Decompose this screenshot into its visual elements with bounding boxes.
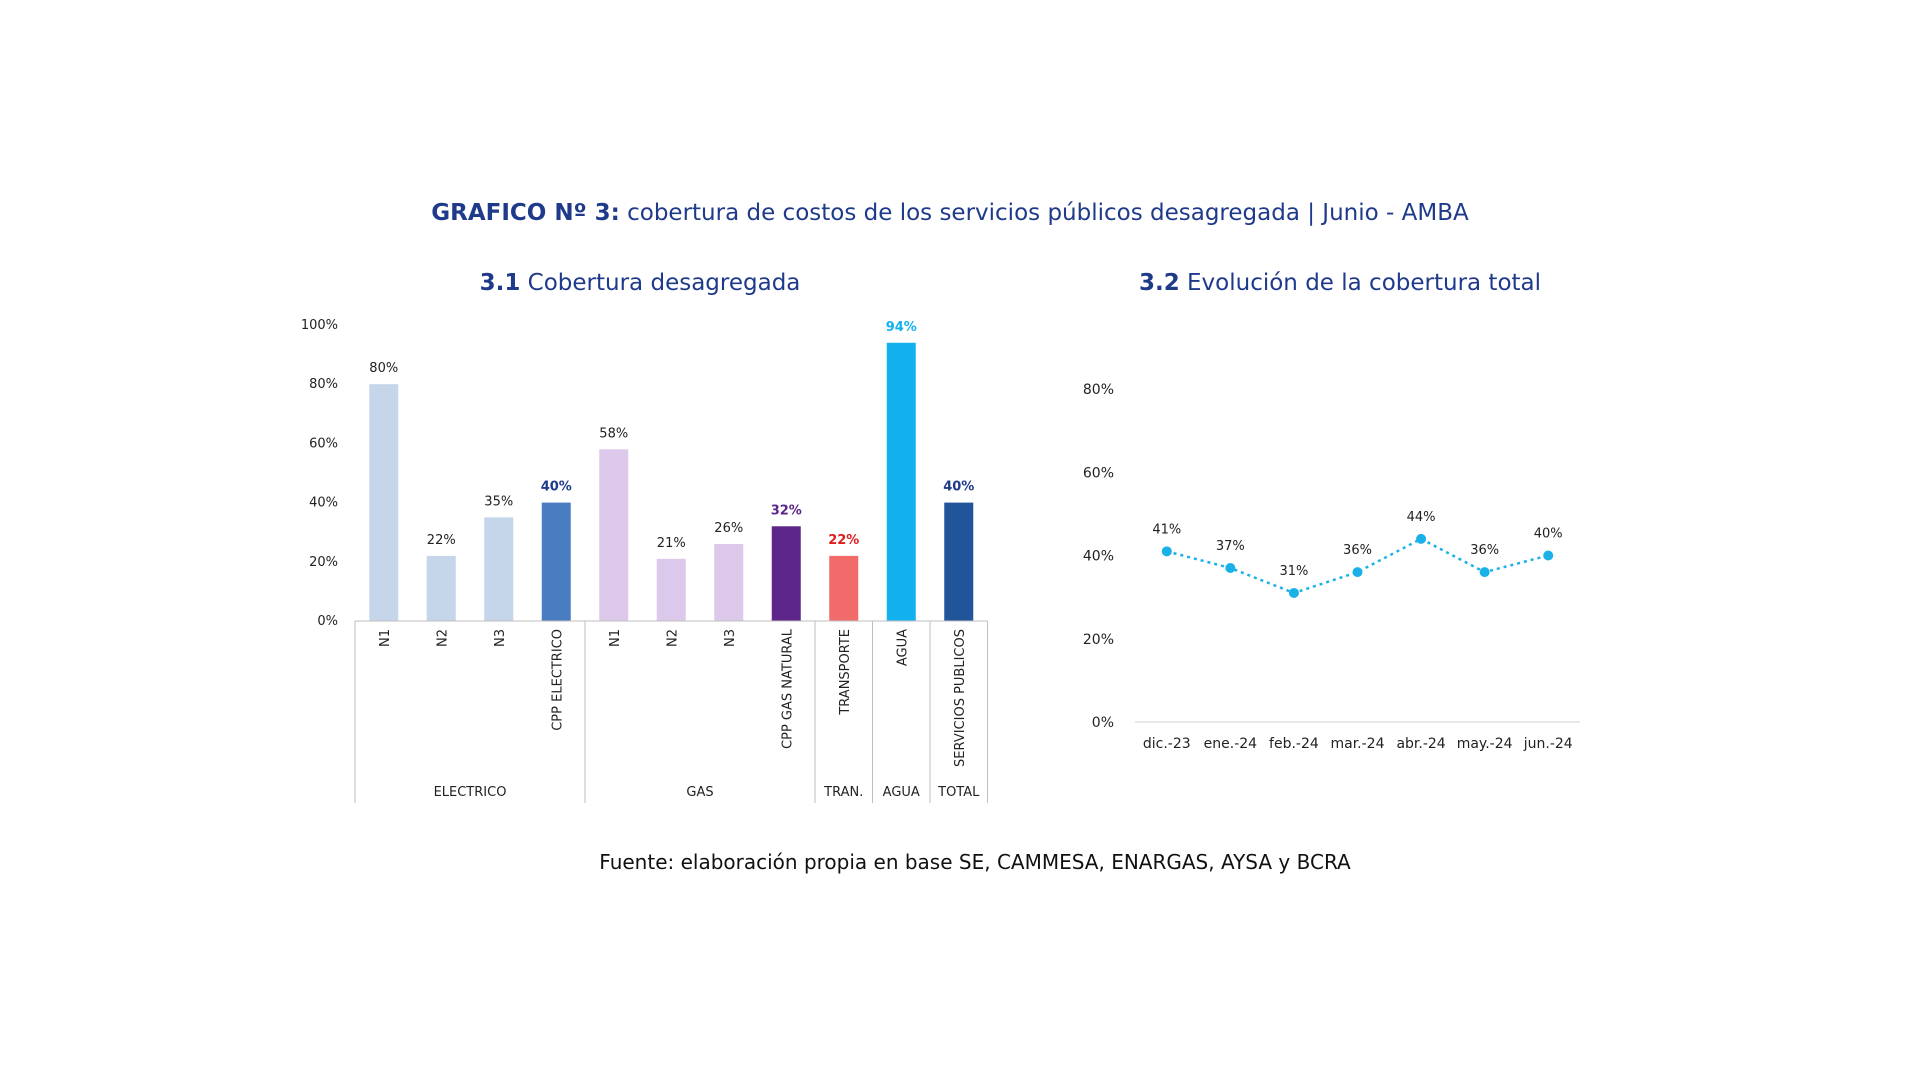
line-point <box>1543 550 1554 561</box>
line-value-label: 31% <box>1279 564 1308 579</box>
bar-chart-title-text: Cobertura desagregada <box>527 270 801 296</box>
bar-4 <box>541 502 571 621</box>
bar-group-label: GAS <box>686 785 713 800</box>
bar-6 <box>656 558 686 621</box>
bar-category-label: N1 <box>608 629 623 647</box>
main-title-text: cobertura de costos de los servicios púb… <box>619 200 1469 226</box>
line-value-label: 37% <box>1216 539 1245 554</box>
bar-3 <box>484 517 514 621</box>
bar-category-label: AGUA <box>895 629 910 666</box>
bar-y-tick-label: 40% <box>309 496 338 511</box>
bar-value-label: 32% <box>771 503 802 518</box>
bar-chart-title: 3.1 Cobertura desagregada <box>380 270 900 296</box>
bar-value-label: 22% <box>427 533 456 548</box>
line-point <box>1288 587 1299 598</box>
bar-8 <box>771 526 801 621</box>
chart-main-title: GRAFICO Nº 3: cobertura de costos de los… <box>0 200 1900 226</box>
bar-category-label: CPP GAS NATURAL <box>780 628 795 749</box>
bar-5 <box>599 449 629 621</box>
line-x-tick-label: mar.-24 <box>1330 736 1384 752</box>
line-chart-title-number: 3.2 <box>1138 270 1180 296</box>
line-y-tick-label: 80% <box>1083 382 1114 398</box>
bar-10 <box>886 342 916 621</box>
line-point <box>1352 567 1363 578</box>
bar-group-label: ELECTRICO <box>434 785 507 800</box>
main-title-number: GRAFICO Nº 3: <box>431 200 620 226</box>
bar-value-label: 40% <box>943 480 974 495</box>
bar-7 <box>714 544 744 621</box>
bar-chart-title-number: 3.1 <box>479 270 521 296</box>
bar-value-label: 26% <box>714 521 743 536</box>
bar-category-label: N3 <box>493 629 508 647</box>
bar-value-label: 40% <box>541 480 572 495</box>
bar-11 <box>944 502 974 621</box>
line-x-tick-label: dic.-23 <box>1143 736 1191 752</box>
source-note: Fuente: elaboración propia en base SE, C… <box>599 850 1351 874</box>
line-x-tick-label: may.-24 <box>1457 736 1513 752</box>
bar-y-tick-label: 0% <box>317 614 338 629</box>
bar-1 <box>369 384 399 621</box>
bar-group-label: TOTAL <box>937 785 980 800</box>
bar-value-label: 22% <box>828 533 859 548</box>
bar-value-label: 58% <box>599 426 628 441</box>
bar-9 <box>829 555 859 621</box>
bar-y-tick-label: 100% <box>301 318 338 333</box>
bar-y-tick-label: 20% <box>309 555 338 570</box>
bar-category-label: CPP ELECTRICO <box>550 629 565 731</box>
bar-y-tick-label: 80% <box>309 377 338 392</box>
bar-value-label: 21% <box>657 536 686 551</box>
line-point <box>1479 567 1490 578</box>
line-y-tick-label: 40% <box>1083 549 1114 565</box>
bar-value-label: 80% <box>369 361 398 376</box>
bar-category-label: N3 <box>723 629 738 647</box>
line-value-label: 44% <box>1407 510 1436 525</box>
bar-group-label: AGUA <box>883 785 920 800</box>
line-point <box>1225 562 1236 573</box>
bar-category-label: N2 <box>665 629 680 647</box>
bar-value-label: 35% <box>484 494 513 509</box>
bar-category-label: N2 <box>435 629 450 647</box>
bar-category-label: SERVICIOS PUBLICOS <box>953 629 968 767</box>
line-x-tick-label: abr.-24 <box>1396 736 1445 752</box>
line-value-label: 41% <box>1152 522 1181 537</box>
line-y-tick-label: 20% <box>1083 632 1114 648</box>
line-y-tick-label: 60% <box>1083 465 1114 481</box>
line-x-tick-label: jun.-24 <box>1523 736 1573 752</box>
line-chart-title-text: Evolución de la cobertura total <box>1187 270 1542 296</box>
line-x-tick-label: feb.-24 <box>1269 736 1319 752</box>
bar-category-label: N1 <box>378 629 393 647</box>
bar-y-tick-label: 60% <box>309 436 338 451</box>
line-value-label: 36% <box>1343 543 1372 558</box>
line-point <box>1161 546 1172 557</box>
bar-group-label: TRAN. <box>823 785 863 800</box>
line-point <box>1416 533 1427 544</box>
bar-2 <box>426 555 456 621</box>
line-x-tick-label: ene.-24 <box>1204 736 1258 752</box>
line-value-label: 40% <box>1534 527 1563 542</box>
line-value-label: 36% <box>1470 543 1499 558</box>
line-chart-title: 3.2 Evolución de la cobertura total <box>1060 270 1620 296</box>
bar-category-label: TRANSPORTE <box>838 629 853 716</box>
bar-value-label: 94% <box>886 320 917 335</box>
line-y-tick-label: 0% <box>1092 715 1114 731</box>
